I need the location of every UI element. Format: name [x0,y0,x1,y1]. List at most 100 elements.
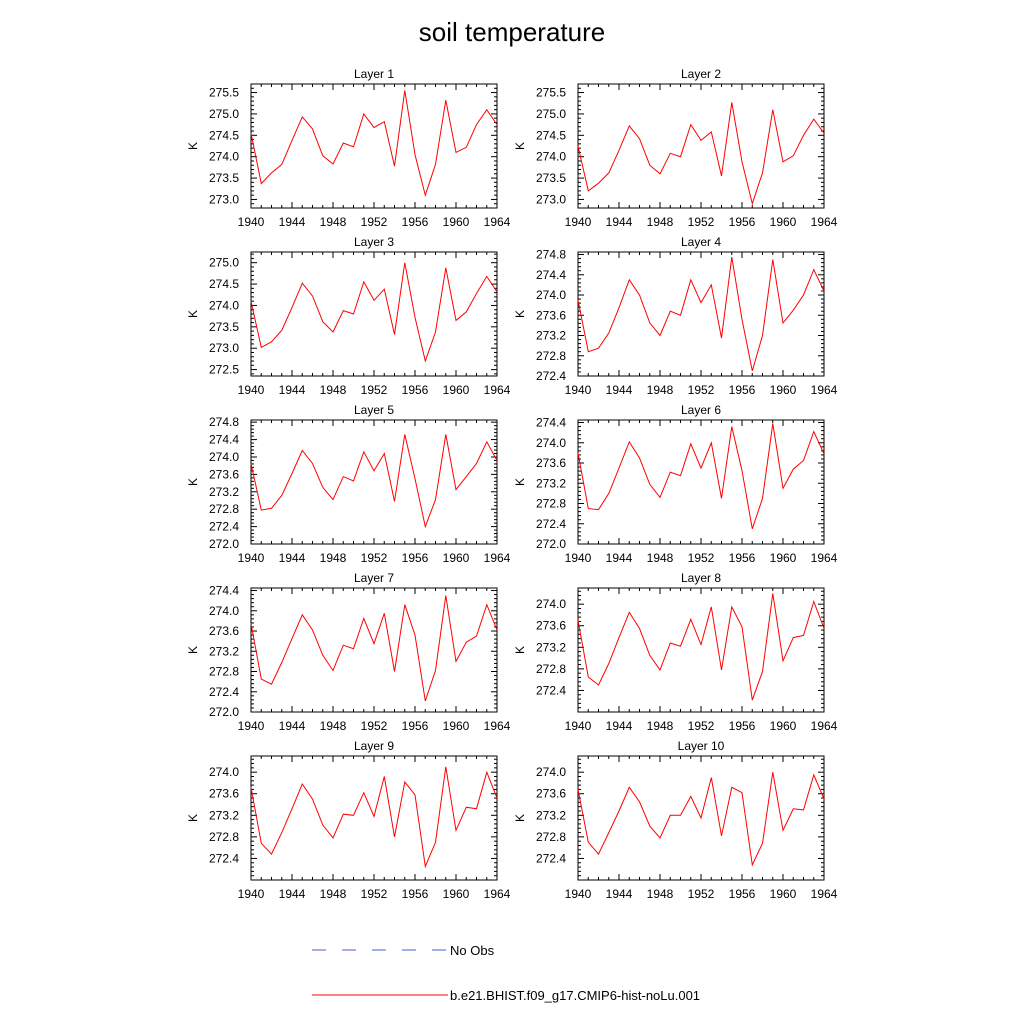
series-line [577,772,825,867]
y-tick-label: 274.4 [536,416,566,430]
y-tick-label: 273.0 [209,192,239,206]
y-tick-label: 274.5 [536,128,566,142]
x-tick-label: 1952 [688,383,715,397]
y-tick-label: 274.0 [209,150,239,164]
y-tick-label: 274.5 [209,128,239,142]
x-tick-label: 1964 [484,383,511,397]
y-tick-label: 272.8 [209,665,239,679]
x-tick-label: 1960 [443,383,470,397]
y-tick-label: 275.5 [536,86,566,100]
y-tick-label: 274.0 [536,150,566,164]
y-tick-label: 272.4 [536,851,566,865]
panel-layer-5: Layer 5 K 1940 1944 1948 1952 1956 1960 1964 272.… [186,403,511,565]
x-tick-label: 1960 [770,887,797,901]
y-tick-label: 274.4 [536,268,566,282]
y-tick-label: 275.0 [536,107,566,121]
x-tick-label: 1952 [361,719,388,733]
x-tick-label: 1952 [688,719,715,733]
panel-layer-2: Layer 2 K 1940 1944 1948 1952 1956 1960 1964 273.… [513,67,838,229]
y-tick-label: 274.0 [536,597,566,611]
x-tick-label: 1956 [402,719,429,733]
y-tick-label: 275.5 [209,86,239,100]
y-tick-label: 272.4 [536,517,566,531]
panel-layer-3: Layer 3 K 1940 1944 1948 1952 1956 1960 1964 272.… [186,235,511,397]
y-tick-label: 272.8 [536,497,566,511]
y-tick-label: 272.0 [209,705,239,719]
y-axis-label: K [513,142,527,150]
y-tick-label: 272.4 [209,520,239,534]
x-tick-label: 1940 [565,887,592,901]
panel-title: Layer 7 [354,571,394,585]
x-tick-label: 1952 [361,551,388,565]
y-tick-label: 274.0 [536,765,566,779]
y-axis-label: K [513,310,527,318]
y-tick-label: 274.0 [209,604,239,618]
y-tick-label: 272.8 [536,662,566,676]
x-tick-label: 1952 [688,215,715,229]
x-tick-label: 1948 [647,383,674,397]
x-tick-label: 1940 [238,215,265,229]
panel-layer-7: Layer 7 K 1940 1944 1948 1952 1956 1960 1964 272.… [186,571,511,733]
panel-title: Layer 4 [681,235,721,249]
series-line [250,766,498,869]
y-axis-label: K [186,142,200,150]
legend-no-obs-label: No Obs [450,943,495,958]
series-line [577,257,825,372]
x-tick-label: 1956 [402,215,429,229]
panel-title: Layer 1 [354,67,394,81]
y-tick-label: 274.0 [536,436,566,450]
y-tick-label: 274.0 [536,288,566,302]
x-tick-label: 1964 [811,215,838,229]
y-tick-label: 273.6 [536,456,566,470]
legend: No Obs b.e21.BHIST.f09_g17.CMIP6-hist-no… [312,943,700,1003]
y-tick-label: 272.5 [209,363,239,377]
x-tick-label: 1952 [688,551,715,565]
panel-title: Layer 8 [681,571,721,585]
x-tick-label: 1964 [484,719,511,733]
panels: Layer 1 K 1940 1944 1948 1952 1956 1960 1964 273.… [186,67,838,901]
panel-title: Layer 3 [354,235,394,249]
x-tick-label: 1960 [770,383,797,397]
x-tick-label: 1940 [565,215,592,229]
y-tick-label: 273.2 [536,640,566,654]
x-tick-label: 1960 [443,887,470,901]
y-tick-label: 273.5 [209,171,239,185]
y-tick-label: 273.0 [536,192,566,206]
x-tick-label: 1964 [811,551,838,565]
x-tick-label: 1952 [361,383,388,397]
y-axis-label: K [513,646,527,654]
x-tick-label: 1940 [565,719,592,733]
x-tick-label: 1964 [811,383,838,397]
y-tick-label: 272.4 [209,685,239,699]
x-tick-label: 1944 [606,719,633,733]
x-tick-label: 1940 [565,551,592,565]
y-tick-label: 272.8 [209,502,239,516]
y-axis-label: K [186,310,200,318]
x-tick-label: 1948 [320,383,347,397]
x-tick-label: 1964 [811,719,838,733]
x-tick-label: 1940 [565,383,592,397]
y-tick-label: 273.6 [209,467,239,481]
x-tick-label: 1960 [443,719,470,733]
panel-title: Layer 2 [681,67,721,81]
x-tick-label: 1948 [320,719,347,733]
panel-layer-1: Layer 1 K 1940 1944 1948 1952 1956 1960 1964 273.… [186,67,511,229]
y-tick-label: 274.0 [209,765,239,779]
x-tick-label: 1948 [320,551,347,565]
y-tick-label: 274.0 [209,450,239,464]
y-tick-label: 272.0 [536,537,566,551]
figure-title: soil temperature [419,17,605,47]
x-tick-label: 1944 [279,551,306,565]
x-tick-label: 1944 [279,719,306,733]
y-tick-label: 272.4 [209,851,239,865]
y-tick-label: 274.8 [209,415,239,429]
x-tick-label: 1944 [606,887,633,901]
y-tick-label: 273.6 [536,308,566,322]
x-tick-label: 1964 [484,551,511,565]
x-tick-label: 1956 [402,887,429,901]
x-tick-label: 1940 [238,887,265,901]
y-tick-label: 272.8 [209,830,239,844]
x-tick-label: 1964 [484,887,511,901]
x-tick-label: 1944 [606,551,633,565]
